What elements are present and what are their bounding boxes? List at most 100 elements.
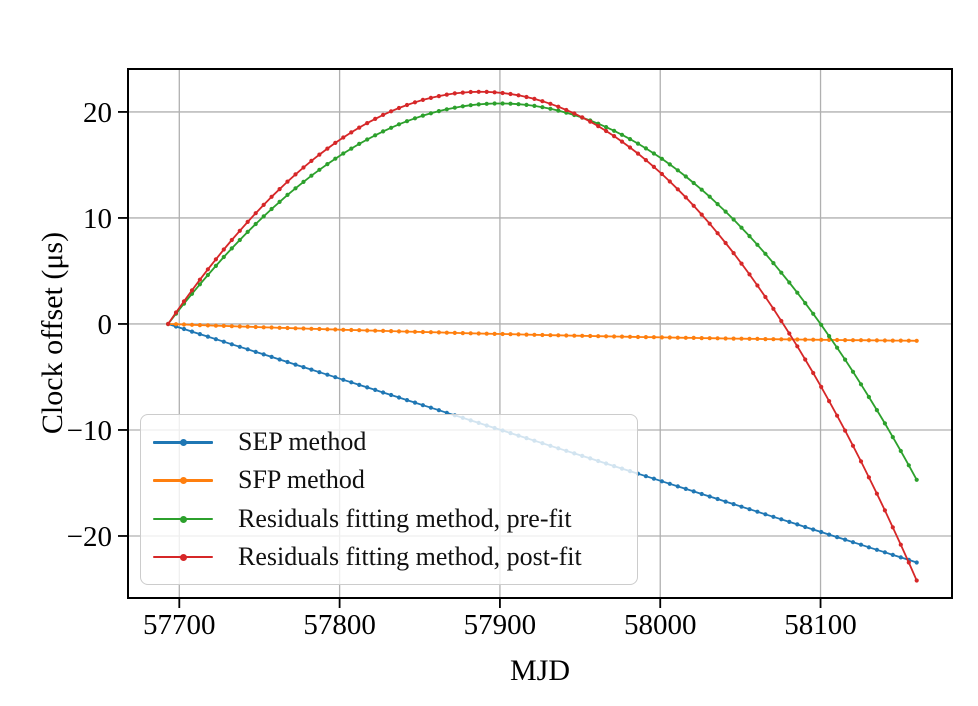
prefit-marker <box>627 137 633 142</box>
sfp-marker <box>723 336 728 341</box>
sep-marker <box>827 532 832 537</box>
sfp-marker <box>683 335 688 340</box>
prefit-line-swatch-icon <box>153 512 213 526</box>
sfp-marker <box>365 328 370 333</box>
prefit-marker <box>229 246 234 251</box>
prefit-marker <box>285 192 290 197</box>
prefit-marker <box>739 225 744 230</box>
sep-marker <box>667 481 672 486</box>
sep-marker <box>843 537 848 542</box>
sfp-marker <box>548 333 553 338</box>
sfp-marker <box>795 337 800 342</box>
sfp-marker <box>731 336 736 341</box>
sfp-marker <box>492 331 497 336</box>
sep-marker <box>699 491 704 497</box>
postfit-marker <box>492 90 497 95</box>
postfit-marker <box>428 95 433 100</box>
sfp-line-swatch-icon <box>153 473 213 487</box>
prefit-marker <box>317 167 322 172</box>
postfit-marker <box>500 90 505 96</box>
sep-marker <box>858 542 864 547</box>
postfit-marker <box>556 104 561 109</box>
prefit-marker <box>253 221 258 227</box>
prefit-marker <box>221 254 226 260</box>
prefit-marker <box>381 129 386 134</box>
postfit-marker <box>285 179 290 184</box>
postfit-marker <box>588 119 593 124</box>
postfit-marker <box>811 370 816 376</box>
sfp-marker <box>811 337 816 342</box>
prefit-marker <box>412 116 418 121</box>
sfp-marker <box>890 338 895 343</box>
postfit-marker <box>221 247 226 252</box>
sep-marker <box>365 385 370 390</box>
sfp-marker <box>906 338 911 343</box>
postfit-marker <box>667 179 672 184</box>
sep-marker <box>205 334 210 339</box>
postfit-marker <box>771 306 776 311</box>
postfit-marker <box>341 135 346 140</box>
sfp-marker <box>484 331 489 336</box>
x-tick-label: 57800 <box>303 609 376 641</box>
sfp-marker <box>755 336 760 341</box>
postfit-marker <box>293 172 298 177</box>
sep-marker <box>898 555 903 560</box>
postfit-marker <box>619 139 625 144</box>
postfit-marker <box>181 299 187 304</box>
postfit-marker <box>436 94 441 99</box>
sfp-marker <box>843 338 848 343</box>
prefit-marker <box>245 229 250 234</box>
sfp-marker <box>858 338 864 343</box>
axes-layer <box>118 68 953 608</box>
sfp-marker <box>205 323 210 328</box>
prefit-marker <box>548 106 553 111</box>
prefit-marker <box>404 119 410 124</box>
sfp-marker <box>181 322 187 327</box>
sfp-marker <box>436 330 441 335</box>
x-tick-label: 58000 <box>624 609 697 641</box>
prefit-marker <box>460 104 465 109</box>
postfit-marker <box>325 146 330 151</box>
postfit-marker <box>309 158 314 163</box>
tick-label-layer: 57700 57800 57900 58000 58100 20 10 0 −10 −20 <box>67 97 857 641</box>
postfit-marker <box>787 331 792 336</box>
sfp-marker <box>604 334 609 339</box>
sep-marker <box>333 375 338 380</box>
prefit-marker <box>858 382 864 387</box>
postfit-marker <box>699 212 704 217</box>
prefit-marker <box>468 103 473 108</box>
legend: SEP method SFP method Residuals fitting … <box>140 414 638 585</box>
postfit-marker <box>890 525 895 530</box>
sep-marker <box>229 342 234 347</box>
postfit-marker <box>827 399 832 404</box>
sep-marker <box>420 403 425 408</box>
postfit-marker <box>229 237 234 243</box>
sep-marker <box>213 337 218 342</box>
sep-marker <box>882 550 888 555</box>
sfp-marker <box>189 322 195 327</box>
prefit-marker <box>540 105 545 110</box>
postfit-marker <box>747 272 752 277</box>
prefit-marker <box>906 463 911 468</box>
sep-marker <box>643 474 649 479</box>
sfp-marker <box>293 326 298 331</box>
sep-marker <box>803 524 808 530</box>
postfit-marker <box>731 251 736 256</box>
sep-marker <box>341 377 346 382</box>
sfp-marker <box>739 336 744 341</box>
sfp-marker <box>643 335 649 340</box>
y-tick-label: −20 <box>67 521 112 553</box>
legend-item-prefit: Residuals fitting method, pre-fit <box>153 500 627 538</box>
sep-marker <box>731 502 736 507</box>
sfp-marker <box>914 338 919 343</box>
postfit-marker <box>755 283 760 288</box>
prefit-marker <box>795 290 800 295</box>
sfp-marker <box>524 332 529 337</box>
postfit-marker <box>882 508 888 513</box>
sep-marker <box>763 512 768 517</box>
postfit-marker <box>357 125 362 130</box>
sep-marker <box>221 339 226 344</box>
sfp-marker <box>612 334 617 339</box>
sep-marker <box>301 365 306 370</box>
postfit-marker <box>723 240 728 246</box>
